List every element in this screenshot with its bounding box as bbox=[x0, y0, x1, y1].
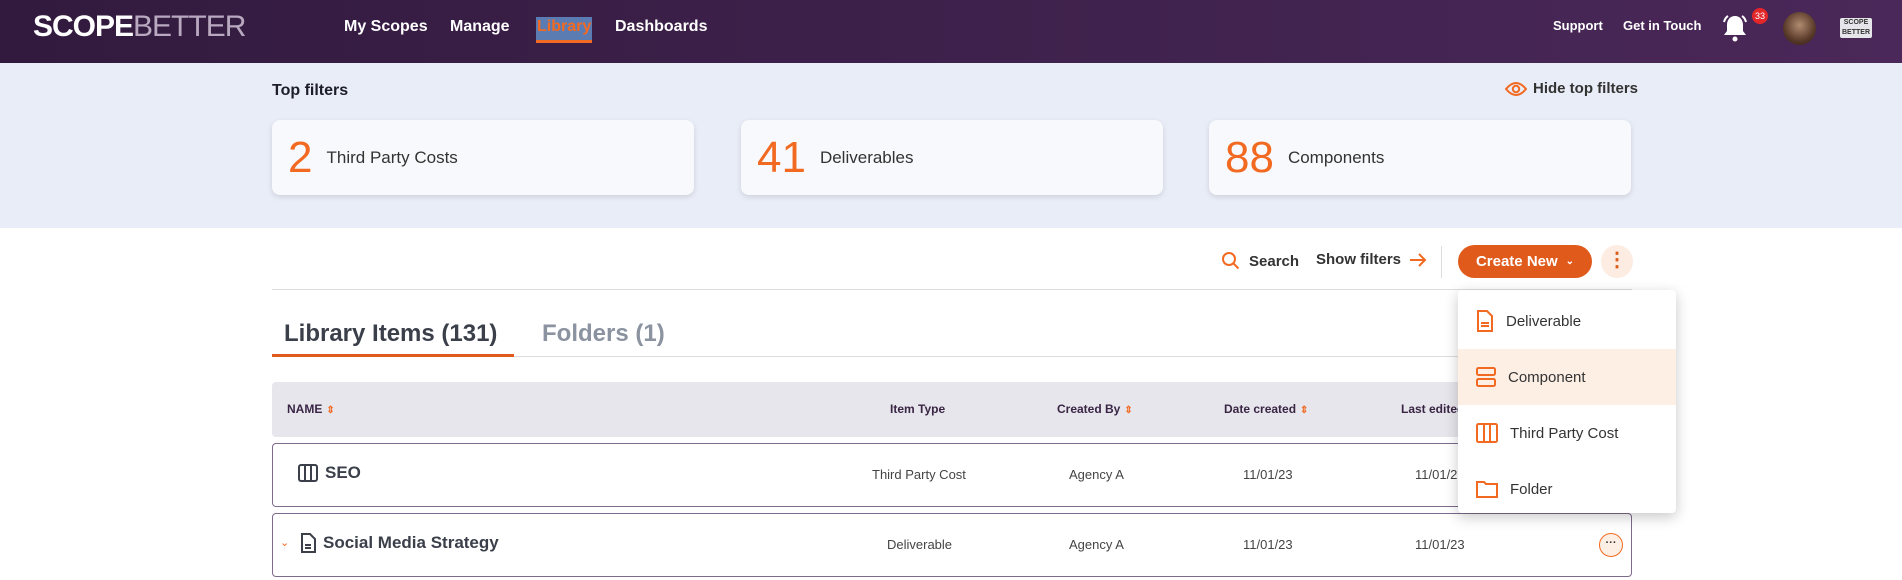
row-name[interactable]: SEO bbox=[298, 463, 361, 483]
show-filters-label: Show filters bbox=[1316, 251, 1402, 268]
support-link[interactable]: Support bbox=[1553, 18, 1603, 33]
row-last-edited: 11/01/23 bbox=[1415, 537, 1465, 552]
bell-icon[interactable] bbox=[1721, 13, 1749, 48]
filter-card-third-party-costs[interactable]: 2 Third Party Costs bbox=[272, 120, 694, 195]
more-options-button[interactable]: ⋮ bbox=[1601, 245, 1633, 278]
logo[interactable]: SCOPEBETTER bbox=[33, 10, 246, 44]
card-count: 88 bbox=[1225, 132, 1274, 182]
row-created-by: Agency A bbox=[1069, 537, 1124, 552]
menu-item-label: Deliverable bbox=[1506, 312, 1582, 330]
search-label: Search bbox=[1249, 252, 1300, 270]
menu-item-folder[interactable]: Folder bbox=[1458, 461, 1676, 517]
row-created-by: Agency A bbox=[1069, 467, 1124, 482]
sort-icon: ⇕ bbox=[326, 405, 335, 416]
hide-top-filters-button[interactable]: Hide top filters bbox=[1505, 80, 1638, 97]
show-filters-button[interactable]: Show filters bbox=[1316, 251, 1427, 268]
tab-library-items[interactable]: Library Items (131) bbox=[284, 320, 498, 347]
filter-card-deliverables[interactable]: 41 Deliverables bbox=[741, 120, 1163, 195]
row-item-type: Third Party Cost bbox=[872, 467, 966, 482]
expand-chevron-icon[interactable]: ⌄ bbox=[280, 537, 290, 549]
columns-icon bbox=[298, 464, 318, 482]
nav-library[interactable]: Library bbox=[536, 17, 593, 43]
nav-dashboards[interactable]: Dashboards bbox=[615, 18, 708, 35]
logo-text-b: BETTER bbox=[133, 10, 246, 43]
top-nav: SCOPEBETTER My Scopes Manage Library Das… bbox=[0, 0, 1902, 63]
chevron-down-icon: ⌄ bbox=[1565, 256, 1575, 267]
create-new-label: Create New bbox=[1475, 253, 1558, 270]
column-created-by[interactable]: Created By ⇕ bbox=[1057, 402, 1133, 416]
tabs-divider bbox=[514, 356, 1632, 357]
column-date-created[interactable]: Date created ⇕ bbox=[1224, 402, 1308, 416]
table-row[interactable] bbox=[272, 513, 1632, 577]
table-header bbox=[272, 382, 1632, 437]
row-item-type: Deliverable bbox=[887, 537, 953, 552]
filter-card-components[interactable]: 88 Components bbox=[1209, 120, 1631, 195]
column-name[interactable]: NAME ⇕ bbox=[287, 402, 335, 416]
logo-text-a: SCOPE bbox=[33, 10, 134, 43]
sort-icon: ⇕ bbox=[1124, 405, 1133, 416]
menu-item-label: Third Party Cost bbox=[1510, 424, 1619, 442]
row-date-created: 11/01/23 bbox=[1243, 537, 1293, 552]
folder-icon bbox=[1476, 481, 1498, 498]
company-logo[interactable]: SCOPE BETTER bbox=[1840, 18, 1872, 38]
menu-item-component[interactable]: Component bbox=[1458, 349, 1676, 405]
tab-folders[interactable]: Folders (1) bbox=[542, 320, 665, 347]
sort-icon: ⇕ bbox=[1300, 405, 1309, 416]
document-icon bbox=[301, 533, 316, 553]
card-label: Deliverables bbox=[819, 147, 914, 167]
active-tab-indicator bbox=[272, 354, 514, 357]
columns-icon bbox=[1476, 423, 1498, 443]
row-date-created: 11/01/23 bbox=[1243, 467, 1293, 482]
menu-item-third-party-cost[interactable]: Third Party Cost bbox=[1458, 405, 1676, 461]
create-new-button[interactable]: Create New ⌄ bbox=[1458, 245, 1592, 278]
column-label: Date created bbox=[1224, 402, 1297, 416]
component-icon bbox=[1476, 367, 1496, 387]
card-count: 2 bbox=[288, 132, 313, 182]
top-filters-title: Top filters bbox=[272, 82, 349, 99]
create-new-dropdown: Deliverable Component Third Party Cost F… bbox=[1458, 290, 1676, 513]
column-label: Created By bbox=[1057, 402, 1121, 416]
card-label: Third Party Costs bbox=[326, 147, 458, 167]
row-name[interactable]: Social Media Strategy bbox=[300, 533, 499, 553]
row-name-text: SEO bbox=[325, 463, 361, 482]
column-last-edited[interactable]: Last edited bbox=[1401, 402, 1465, 416]
search-icon bbox=[1222, 252, 1240, 270]
column-label: NAME bbox=[287, 402, 323, 416]
toolbar-divider bbox=[1441, 246, 1442, 278]
hide-top-filters-label: Hide top filters bbox=[1533, 80, 1639, 97]
column-item-type: Item Type bbox=[890, 402, 946, 416]
card-count: 41 bbox=[757, 132, 806, 182]
eye-icon bbox=[1505, 81, 1527, 96]
nav-manage[interactable]: Manage bbox=[450, 18, 510, 35]
document-icon bbox=[1477, 310, 1493, 332]
menu-item-deliverable[interactable]: Deliverable bbox=[1458, 293, 1676, 349]
divider bbox=[272, 289, 1632, 290]
menu-item-label: Folder bbox=[1510, 480, 1553, 498]
row-name-text: Social Media Strategy bbox=[323, 533, 499, 552]
row-last-edited: 11/01/23 bbox=[1415, 467, 1465, 482]
menu-item-label: Component bbox=[1508, 368, 1586, 386]
avatar[interactable] bbox=[1783, 12, 1816, 45]
notification-badge: 33 bbox=[1752, 8, 1768, 24]
get-in-touch-link[interactable]: Get in Touch bbox=[1623, 18, 1702, 33]
row-actions-button[interactable]: ··· bbox=[1599, 533, 1623, 557]
arrow-right-icon bbox=[1410, 252, 1427, 267]
card-label: Components bbox=[1287, 147, 1385, 167]
nav-my-scopes[interactable]: My Scopes bbox=[344, 18, 428, 35]
search-button[interactable]: Search bbox=[1221, 251, 1299, 271]
